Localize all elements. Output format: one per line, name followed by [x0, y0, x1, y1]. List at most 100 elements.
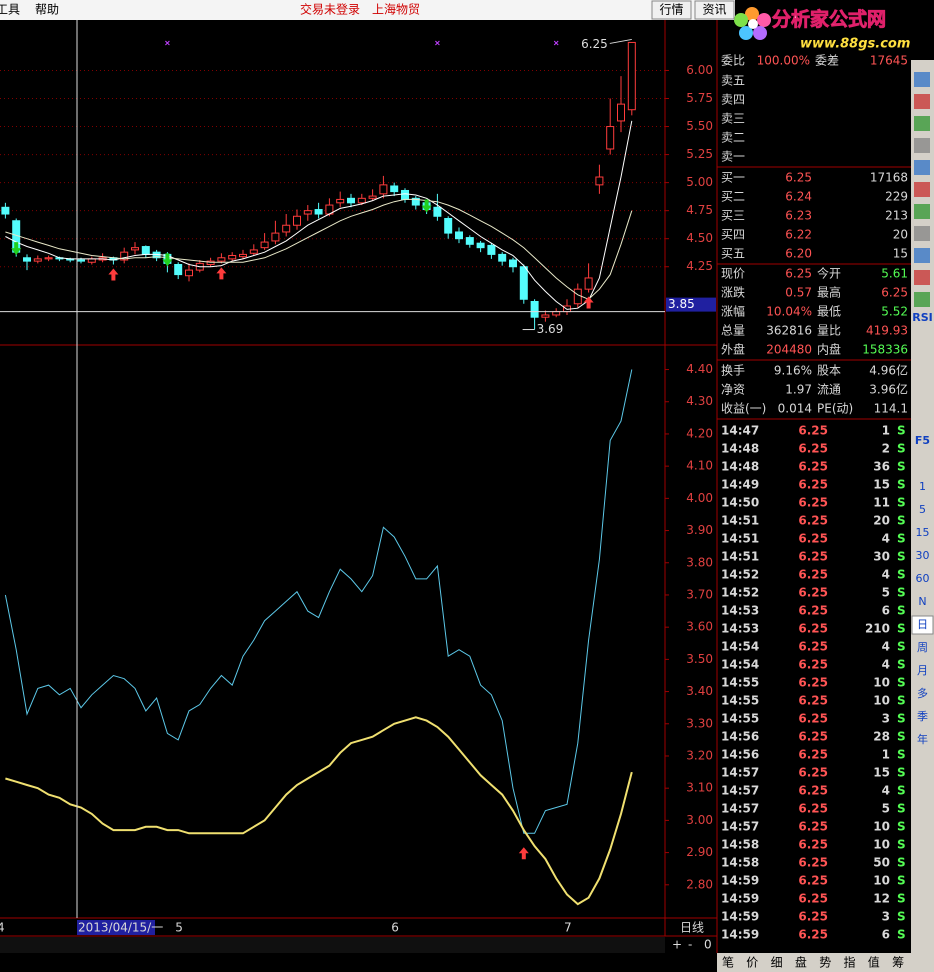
trade-price: 6.25: [798, 892, 828, 906]
trade-time: 14:48: [721, 460, 759, 474]
tab[interactable]: 细: [771, 956, 783, 970]
candle-body: [509, 259, 517, 268]
series-line: [5, 198, 633, 300]
ask-label: 卖二: [721, 131, 745, 145]
tool-button[interactable]: 季: [917, 710, 928, 723]
tab[interactable]: 笔: [722, 955, 734, 970]
candle-body: [455, 231, 463, 240]
trade-volume: 4: [882, 658, 890, 672]
zoom-button[interactable]: -: [688, 938, 692, 952]
tab[interactable]: 价: [746, 956, 758, 970]
trade-volume: 50: [873, 856, 890, 870]
button-label[interactable]: 行情: [659, 3, 683, 17]
candle-body: [476, 242, 485, 249]
trade-volume: 210: [865, 622, 890, 636]
series-line: [5, 716, 633, 906]
tool-button[interactable]: N: [918, 595, 926, 608]
candle-body: [379, 184, 388, 195]
tool-button[interactable]: 月: [917, 664, 928, 677]
trade-side: S: [897, 460, 906, 474]
trade-time: 14:52: [721, 568, 759, 582]
finance-value: 3.96亿: [869, 382, 908, 397]
stock-name: 上海物贸: [372, 2, 420, 17]
tool-button[interactable]: 5: [919, 503, 926, 516]
trade-volume: 10: [873, 838, 890, 852]
trade-side: S: [897, 424, 906, 438]
bid-volume: 229: [885, 190, 908, 204]
candle-body: [541, 314, 550, 318]
buy-signal: [108, 268, 119, 281]
trade-time: 14:54: [721, 658, 759, 672]
tool-button[interactable]: 15: [916, 526, 930, 539]
trade-side: S: [897, 766, 906, 780]
tool-icon[interactable]: [914, 138, 930, 153]
candle-body: [44, 257, 53, 260]
tool-button[interactable]: 60: [916, 572, 930, 585]
ask-label: 卖一: [721, 150, 745, 164]
tool-button[interactable]: 年: [917, 732, 928, 746]
tool-button[interactable]: 30: [916, 549, 930, 562]
tool-icon[interactable]: [914, 270, 930, 285]
tool-button[interactable]: 1: [919, 480, 926, 493]
stat-value: 362816: [766, 324, 812, 338]
trade-price: 6.25: [798, 874, 828, 888]
trade-volume: 1: [882, 748, 890, 762]
tool-icon[interactable]: [914, 226, 930, 241]
trade-price: 6.25: [798, 712, 828, 726]
button-label[interactable]: 资讯: [702, 3, 726, 17]
menu-item[interactable]: 工具: [0, 3, 20, 17]
trade-price: 6.25: [798, 838, 828, 852]
trade-side: S: [897, 442, 906, 456]
tool-button[interactable]: 多: [917, 686, 928, 700]
tool-button[interactable]: F5: [915, 434, 930, 447]
tool-icon[interactable]: [914, 248, 930, 263]
tab[interactable]: 势: [819, 956, 831, 970]
tab[interactable]: 值: [868, 955, 880, 970]
tool-icon[interactable]: [914, 204, 930, 219]
tool-icon[interactable]: [914, 160, 930, 175]
tab[interactable]: 盘: [795, 955, 807, 970]
tool-icon[interactable]: [914, 182, 930, 197]
trade-side: S: [897, 622, 906, 636]
tab[interactable]: 筹: [892, 956, 904, 970]
candle-body: [617, 103, 625, 122]
petal: [757, 13, 771, 27]
trade-time: 14:57: [721, 820, 759, 834]
tool-button[interactable]: 周: [917, 641, 928, 654]
login-status: 交易未登录: [300, 2, 360, 17]
trade-side: S: [897, 676, 906, 690]
tool-icon[interactable]: [914, 292, 930, 307]
candle-body: [1, 206, 10, 215]
tool-button[interactable]: 日: [917, 618, 928, 631]
button[interactable]: [694, 0, 735, 20]
tool-button[interactable]: RSI: [912, 311, 933, 324]
zoom-button[interactable]: +: [672, 938, 682, 952]
bid-price: 6.25: [785, 171, 812, 185]
candle-body: [131, 247, 139, 251]
y-tick-label: 5.25: [686, 147, 713, 161]
tool-icon[interactable]: [914, 72, 930, 87]
stat-label: 外盘: [721, 342, 745, 357]
tab[interactable]: 指: [843, 955, 855, 970]
tool-icon[interactable]: [914, 94, 930, 109]
trade-volume: 5: [882, 802, 890, 816]
finance-label: 收益(一): [721, 402, 766, 416]
candle-body: [401, 189, 409, 200]
zoom-button[interactable]: 0: [704, 938, 712, 952]
bid-label: 买三: [721, 209, 745, 223]
tool-icon[interactable]: [914, 116, 930, 131]
trade-side: S: [897, 496, 906, 510]
trade-price: 6.25: [798, 658, 828, 672]
candle-body: [77, 259, 85, 262]
candle-body: [530, 301, 539, 318]
y-tick-label: 4.10: [686, 459, 713, 473]
bid-price: 6.22: [785, 228, 812, 242]
menu-item[interactable]: 帮助: [35, 3, 59, 17]
trade-price: 6.25: [798, 532, 828, 546]
bid-price: 6.20: [785, 247, 812, 261]
candle-body: [33, 258, 42, 262]
trade-time: 14:59: [721, 892, 759, 906]
trade-price: 6.25: [798, 550, 828, 564]
trade-time: 14:48: [721, 442, 759, 456]
button[interactable]: [651, 0, 692, 20]
